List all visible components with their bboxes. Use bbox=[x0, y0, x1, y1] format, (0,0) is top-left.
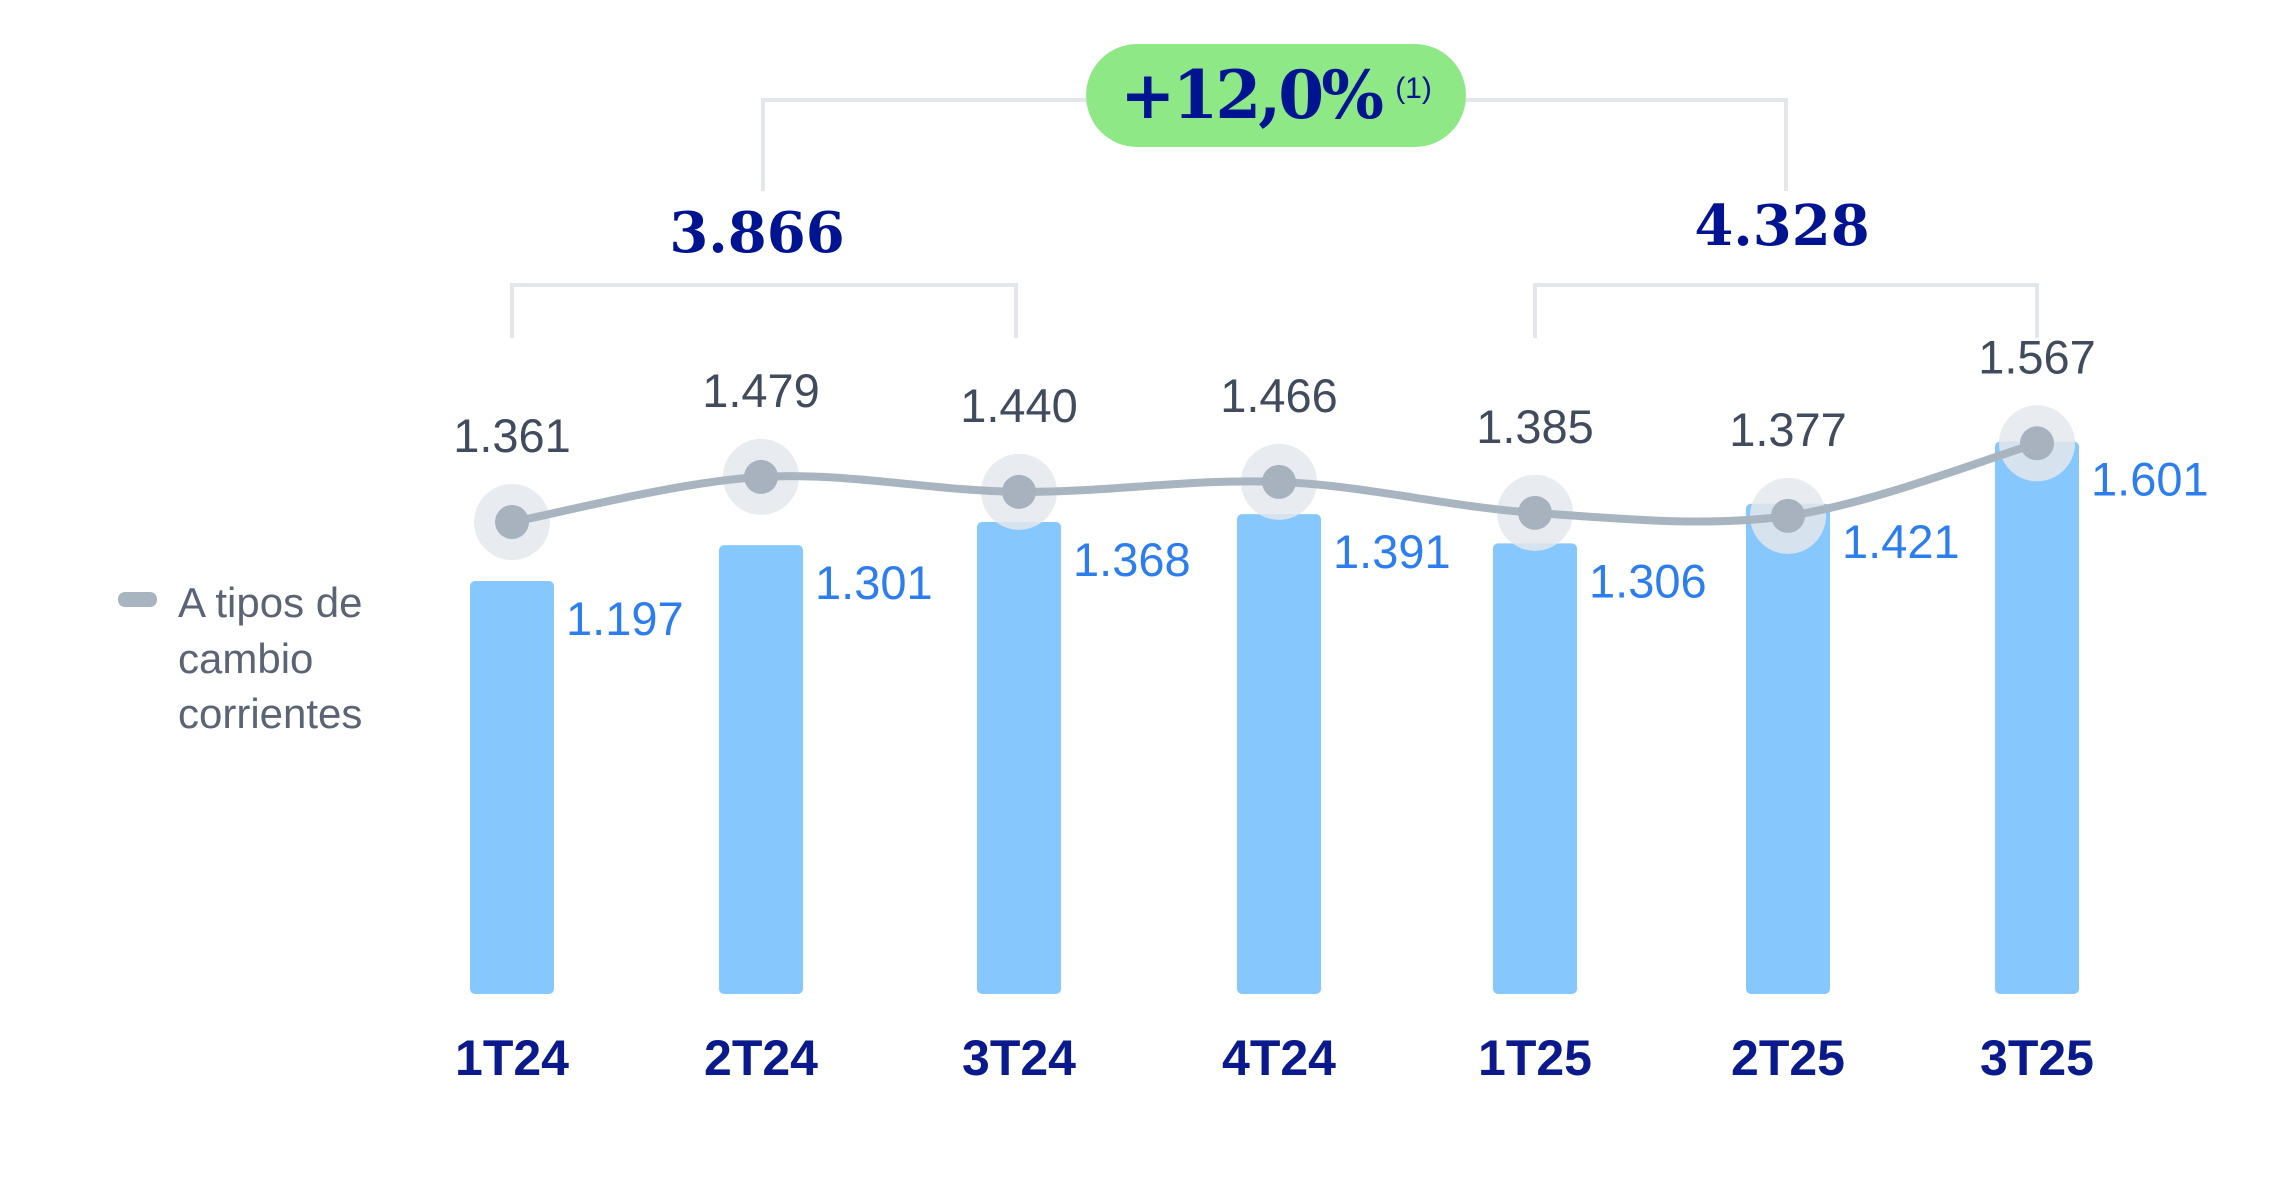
category-label: 2T25 bbox=[1731, 1030, 1845, 1086]
bar-1T25 bbox=[1493, 543, 1577, 994]
bar-4T24 bbox=[1237, 514, 1321, 994]
line-value-label: 1.567 bbox=[1978, 330, 2096, 383]
bar-value-label: 1.197 bbox=[566, 592, 684, 645]
line-value-label: 1.479 bbox=[702, 364, 820, 417]
line-point-2T24 bbox=[744, 459, 778, 494]
line-point-3T24 bbox=[1002, 474, 1036, 509]
legend-marker bbox=[118, 592, 157, 607]
change-value: +12,0% bbox=[1120, 56, 1383, 134]
bar-value-label: 1.368 bbox=[1073, 533, 1191, 586]
category-label: 3T24 bbox=[962, 1030, 1076, 1086]
category-label: 4T24 bbox=[1222, 1030, 1336, 1086]
bar-value-label: 1.421 bbox=[1842, 515, 1960, 568]
legend-label-line: A tipos de bbox=[178, 579, 362, 626]
line-point-2T25 bbox=[1771, 498, 1805, 533]
bar-value-label: 1.601 bbox=[2091, 453, 2209, 506]
bar-value-label: 1.306 bbox=[1589, 554, 1707, 607]
line-value-label: 1.361 bbox=[453, 409, 571, 462]
legend-label-line: cambio bbox=[178, 635, 313, 682]
category-label: 2T24 bbox=[704, 1030, 818, 1086]
bar-1T24 bbox=[470, 581, 554, 994]
line-point-4T24 bbox=[1262, 464, 1296, 499]
category-label: 1T25 bbox=[1478, 1030, 1592, 1086]
group-bracket-2024 bbox=[510, 283, 1018, 338]
category-label: 1T24 bbox=[455, 1030, 569, 1086]
line-value-label: 1.377 bbox=[1729, 403, 1847, 456]
bar-value-label: 1.391 bbox=[1333, 525, 1451, 578]
bar-3T25 bbox=[1995, 441, 2079, 994]
bar-2T24 bbox=[719, 545, 803, 994]
group-total-2025: 4.328 bbox=[1694, 193, 1869, 259]
legend-label-line: corrientes bbox=[178, 690, 362, 737]
line-point-1T24 bbox=[495, 505, 529, 539]
category-label: 3T25 bbox=[1980, 1030, 2094, 1086]
line-value-label: 1.466 bbox=[1220, 369, 1338, 422]
change-footnote: (1) bbox=[1395, 72, 1432, 105]
legend: A tipos de cambio corrientes bbox=[118, 579, 362, 737]
change-badge: +12,0% (1) bbox=[1086, 44, 1466, 147]
line-value-label: 1.385 bbox=[1476, 400, 1594, 453]
bar-value-label: 1.301 bbox=[815, 556, 933, 609]
bar-3T24 bbox=[977, 522, 1061, 994]
line-value-label: 1.440 bbox=[960, 379, 1078, 432]
line-point-3T25 bbox=[2020, 426, 2054, 461]
bar-2T25 bbox=[1746, 503, 1830, 994]
line-point-1T25 bbox=[1518, 495, 1552, 530]
group-total-2024: 3.866 bbox=[669, 200, 844, 266]
group-bracket-2025 bbox=[1533, 283, 2039, 338]
